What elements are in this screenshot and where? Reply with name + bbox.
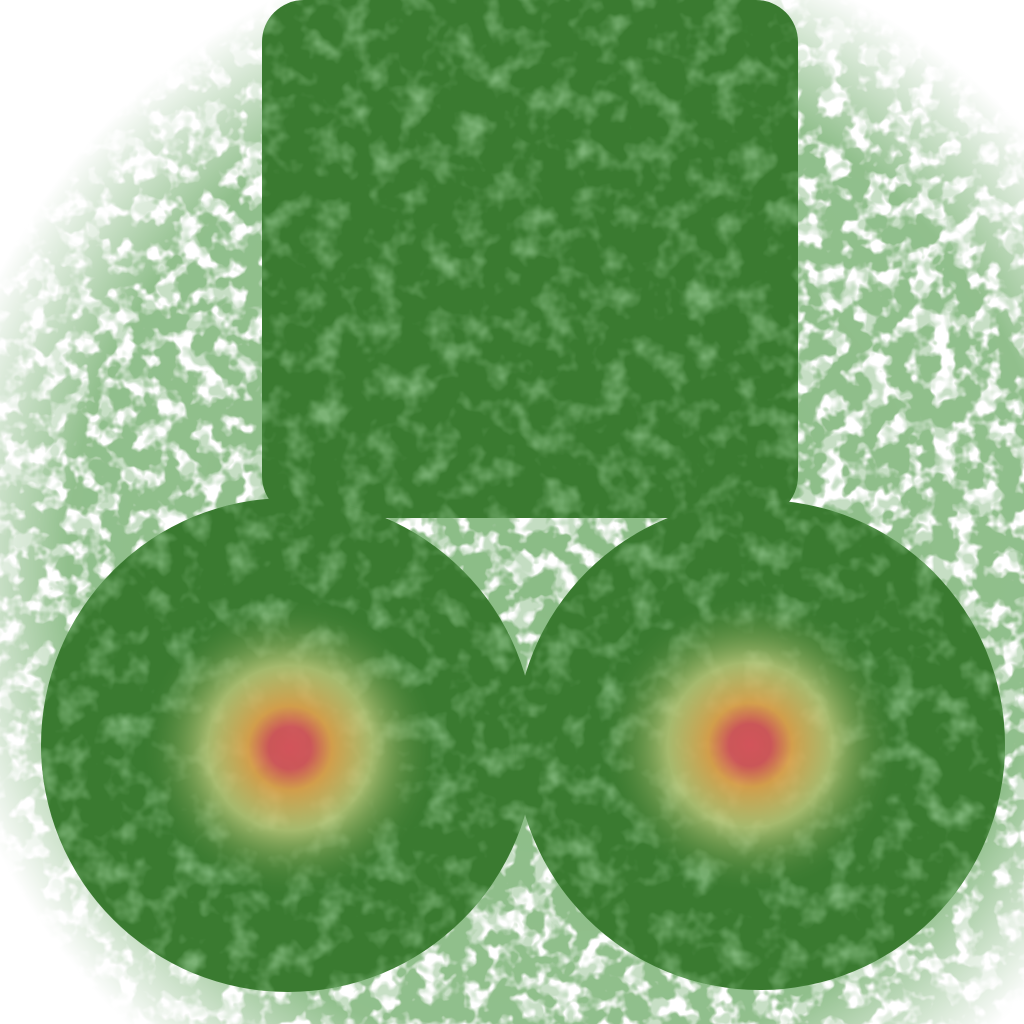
right-circle-glow — [600, 595, 900, 895]
rounded-square-texture — [262, 0, 798, 518]
rounded-square — [262, 0, 798, 518]
left-circle-glow — [140, 598, 440, 898]
left-circle — [41, 498, 535, 992]
right-circle — [515, 500, 1005, 990]
